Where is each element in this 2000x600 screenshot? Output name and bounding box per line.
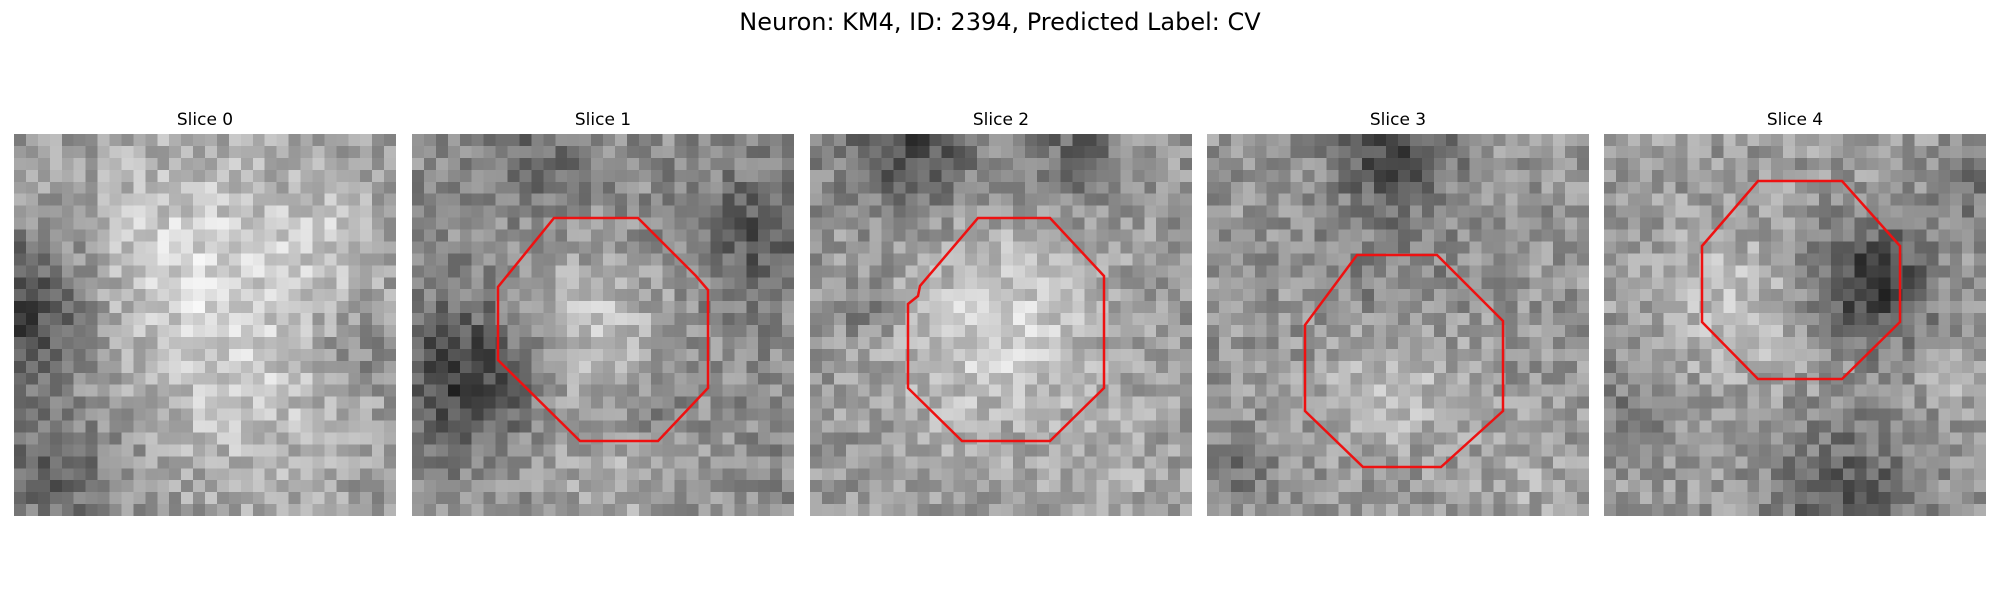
slice-image-2 [810,134,1192,516]
slice-panel-1: Slice 1 [412,108,794,516]
slice-panel-3: Slice 3 [1207,108,1589,516]
slice-figure-3 [1207,134,1589,516]
slice-figure-1 [412,134,794,516]
slice-panel-2: Slice 2 [810,108,1192,516]
slice-panel-4: Slice 4 [1604,108,1986,516]
slice-image-0 [14,134,396,516]
slice-figure-0 [14,134,396,516]
roi-outline-1 [496,216,710,443]
slice-image-3 [1207,134,1589,516]
roi-overlay-2 [906,216,1106,443]
roi-overlay-1 [496,216,710,443]
roi-overlay-3 [1303,253,1505,469]
roi-outline-4 [1700,179,1902,381]
slice-title-0: Slice 0 [176,110,234,130]
slice-title-3: Slice 3 [1369,110,1427,130]
figure-title: Neuron: KM4, ID: 2394, Predicted Label: … [739,8,1261,36]
roi-outline-3 [1303,253,1505,469]
slice-image-4 [1604,134,1986,516]
slice-figure-4 [1604,134,1986,516]
slice-figure-2 [810,134,1192,516]
slice-title-1: Slice 1 [574,110,632,130]
roi-outline-2 [906,216,1106,443]
slice-title-2: Slice 2 [972,110,1030,130]
roi-overlay-4 [1700,179,1902,381]
slice-image-1 [412,134,794,516]
slice-title-4: Slice 4 [1766,110,1824,130]
slice-panel-0: Slice 0 [14,108,396,516]
